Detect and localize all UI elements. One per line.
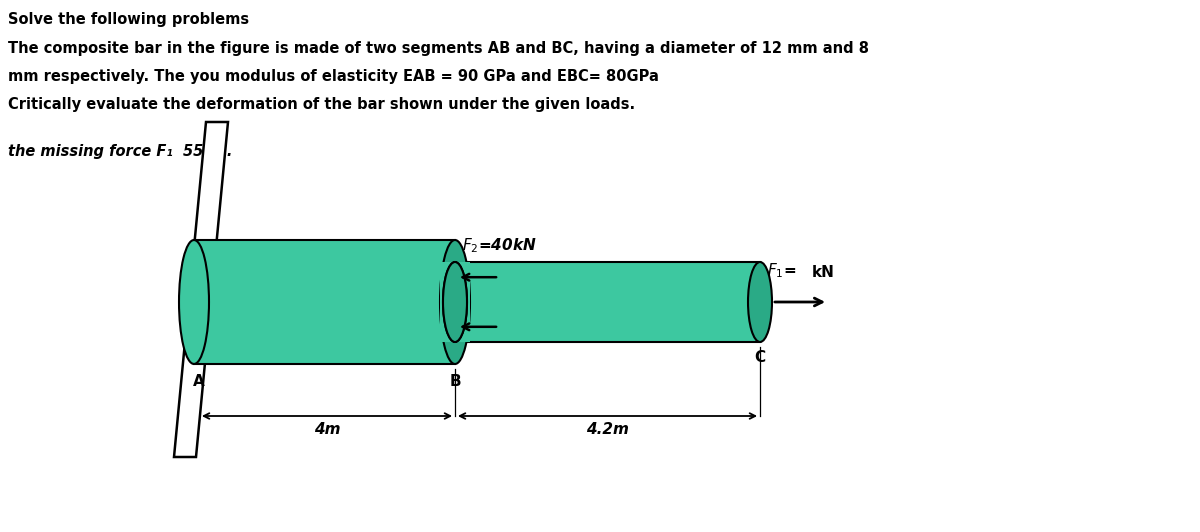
Bar [455, 262, 760, 342]
Text: The composite bar in the figure is made of two segments AB and BC, having a diam: The composite bar in the figure is made … [8, 40, 869, 55]
Ellipse shape [443, 262, 467, 342]
Text: Solve the following problems: Solve the following problems [8, 12, 250, 27]
Text: B: B [449, 374, 461, 389]
Ellipse shape [748, 262, 772, 342]
Text: $F_1$=: $F_1$= [767, 261, 796, 280]
Bar [194, 240, 455, 364]
Text: mm respectively. The you modulus of elasticity EAB = 90 GPa and EBC= 80GPa: mm respectively. The you modulus of elas… [8, 69, 659, 84]
Ellipse shape [443, 262, 467, 342]
Text: kN: kN [812, 265, 835, 280]
Text: 4m: 4m [313, 422, 341, 437]
Polygon shape [174, 122, 228, 457]
Ellipse shape [179, 240, 209, 364]
Bar [440, 262, 470, 342]
Text: 4.2m: 4.2m [586, 422, 629, 437]
Text: A: A [193, 374, 205, 389]
Text: C: C [755, 350, 766, 365]
Ellipse shape [440, 240, 470, 364]
Text: $F_2$=40kN: $F_2$=40kN [462, 237, 536, 255]
Text: Critically evaluate the deformation of the bar shown under the given loads.: Critically evaluate the deformation of t… [8, 97, 635, 112]
Text: the missing force F₁  55KN.: the missing force F₁ 55KN. [8, 144, 233, 159]
